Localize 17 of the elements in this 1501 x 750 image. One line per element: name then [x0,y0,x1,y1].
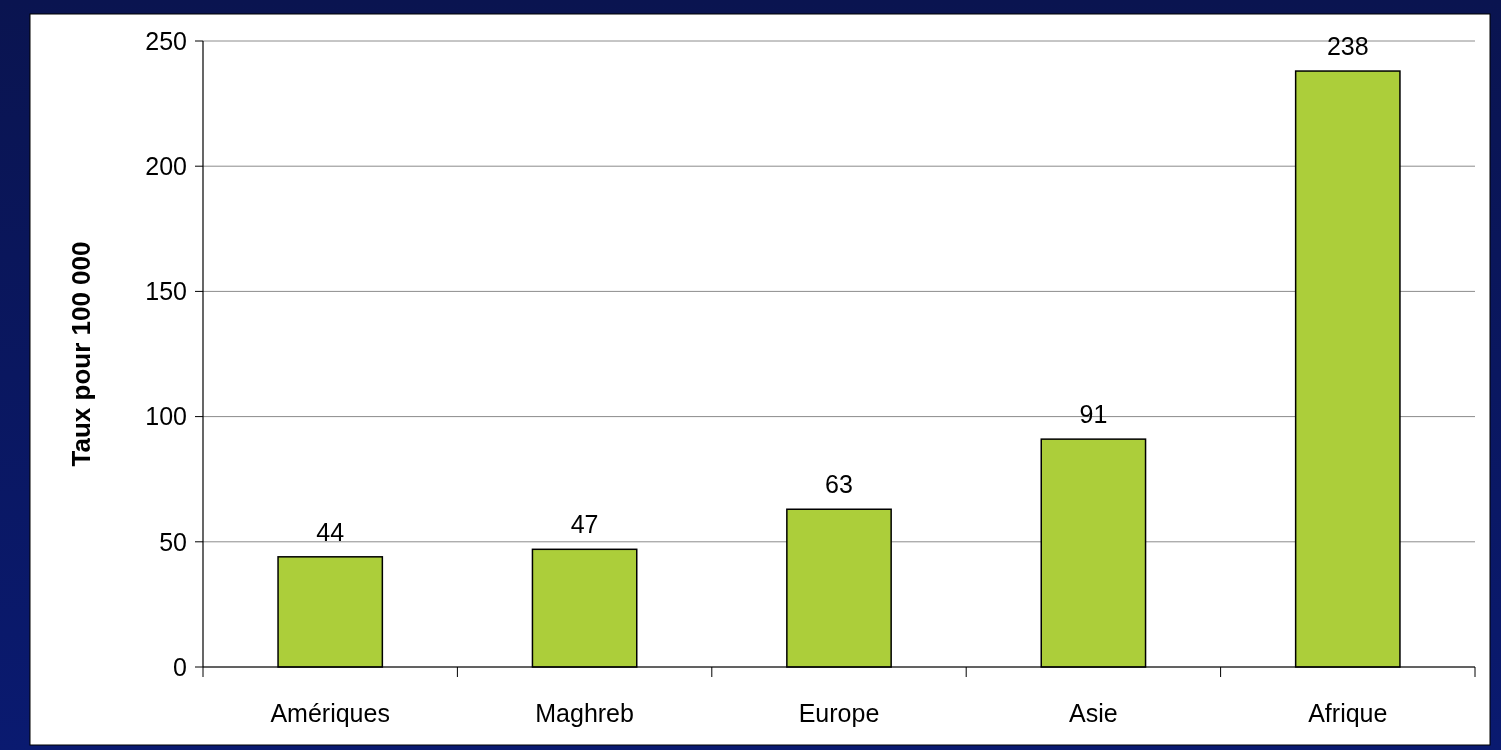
y-tick-label: 50 [159,527,187,556]
x-tick-label: Asie [1069,699,1118,727]
data-label: 47 [570,510,599,539]
x-tick-label: Amériques [270,699,390,727]
y-tick-label: 100 [145,402,187,431]
x-tick-label: Afrique [1308,699,1388,727]
x-tick-label: Maghreb [535,699,634,727]
y-tick-label: 0 [173,652,187,681]
y-tick-label: 150 [145,277,187,306]
x-tick-label: Europe [798,699,880,727]
y-tick-label: 200 [145,151,187,180]
y-tick-label: 250 [145,26,187,55]
data-label: 63 [825,470,853,499]
data-label: 238 [1326,32,1369,61]
data-label: 44 [316,517,345,546]
y-axis-title: Taux pour 100 000 [66,241,96,467]
data-label: 91 [1079,400,1108,429]
